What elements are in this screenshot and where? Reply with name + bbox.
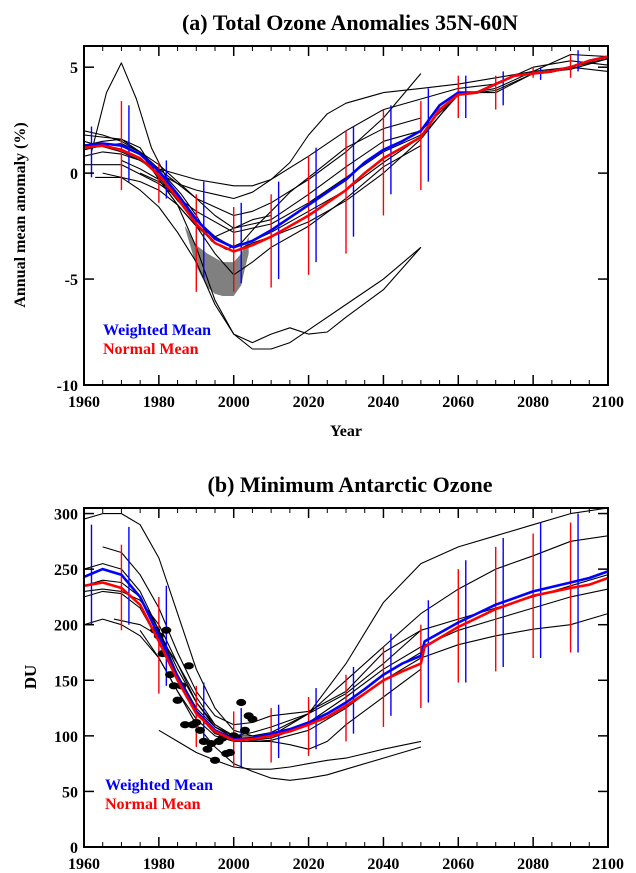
model-series-line-8 [158, 729, 422, 770]
x-tick-label: 2100 [592, 394, 624, 411]
observation-band [185, 226, 249, 296]
panel-a-legend-normal: Normal Mean [103, 341, 199, 358]
panel-b: (b) Minimum Antarctic Ozone 1960 1980 2000… [21, 472, 624, 873]
model-series-line-9 [139, 629, 422, 781]
y-tick-label: 5 [70, 60, 78, 77]
x-tick-label: 2080 [517, 394, 549, 411]
observation-point-7 [172, 696, 183, 704]
model-series-line-7 [113, 618, 422, 750]
y-tick-label: 0 [70, 840, 78, 857]
panel-b-title: (b) Minimum Antarctic Ozone [208, 472, 493, 497]
panel-b-plot-area [84, 508, 608, 781]
x-tick-label: 2040 [367, 394, 399, 411]
observation-point-12 [191, 718, 202, 727]
y-tick-label: -5 [65, 272, 78, 289]
panel-a: (a) Total Ozone Anomalies 35N-60N 1960 19… [12, 10, 624, 440]
observation-point-10 [183, 662, 194, 670]
model-series-line-12 [84, 134, 422, 233]
normal-mean-line [84, 576, 608, 742]
x-tick-label: 2020 [293, 856, 325, 873]
observation-point-9 [180, 721, 191, 729]
observation-point-27 [247, 715, 258, 723]
panel-b-y-axis-label: DU [21, 665, 40, 690]
panel-a-ticks: 1960 1980 2000 2020 2040 2060 2080 2100 -10 -5 0 5 [57, 46, 624, 411]
panel-a-x-axis-label: Year [330, 423, 362, 440]
observation-point-5 [165, 671, 176, 679]
x-tick-label: 2060 [442, 856, 474, 873]
x-tick-label: 2060 [442, 394, 474, 411]
y-tick-label: 250 [54, 562, 78, 579]
observation-point-16 [206, 740, 217, 748]
x-tick-label: 2040 [367, 856, 399, 873]
model-series-line-11 [139, 172, 272, 238]
y-tick-label: 50 [62, 784, 78, 801]
observation-point-6 [168, 682, 179, 690]
x-tick-label: 2020 [293, 394, 325, 411]
panel-b-legend-weighted: Weighted Mean [105, 777, 213, 794]
panel-b-legend-normal: Normal Mean [105, 796, 201, 813]
x-tick-label: 2080 [517, 856, 549, 873]
x-tick-label: 2000 [218, 394, 250, 411]
panel-a-legend-weighted: Weighted Mean [103, 322, 211, 339]
observation-point-14 [198, 737, 209, 746]
y-tick-label: 0 [70, 166, 78, 183]
y-tick-label: 150 [54, 673, 78, 690]
y-tick-label: -10 [57, 378, 78, 395]
model-series-line-4 [84, 53, 608, 229]
weighted-mean-line [84, 567, 608, 741]
model-series-line-4 [84, 613, 608, 742]
y-tick-label: 100 [54, 729, 78, 746]
x-tick-label: 2000 [218, 856, 250, 873]
model-series-line-8 [102, 172, 422, 350]
x-tick-label: 1980 [143, 394, 175, 411]
x-tick-label: 1960 [68, 856, 100, 873]
x-tick-label: 1980 [143, 856, 175, 873]
model-series-line-6 [102, 546, 422, 726]
observation-point-25 [239, 726, 250, 734]
x-tick-label: 1960 [68, 394, 100, 411]
observation-point-24 [236, 698, 247, 707]
model-series-line-9 [84, 66, 608, 187]
panel-a-y-axis-label: Annual mean anomaly (%) [12, 122, 29, 307]
model-series-line-6 [95, 145, 422, 276]
model-series-line-10 [84, 73, 422, 217]
model-series-line-2 [84, 535, 608, 737]
x-tick-label: 2100 [592, 856, 624, 873]
panel-b-ticks: 1960 1980 2000 2020 2040 2060 2080 2100 0 50 100 15… [54, 507, 624, 873]
observation-point-15 [202, 745, 213, 753]
observation-point-13 [195, 726, 206, 734]
observation-point-17 [210, 756, 220, 764]
normal-mean-line [84, 55, 608, 253]
panel-a-plot-area [84, 50, 608, 350]
y-tick-label: 300 [54, 507, 78, 524]
panel-a-title: (a) Total Ozone Anomalies 35N-60N [182, 10, 518, 35]
y-tick-label: 200 [54, 618, 78, 635]
observation-point-21 [224, 748, 235, 757]
observation-point-4 [161, 626, 172, 634]
